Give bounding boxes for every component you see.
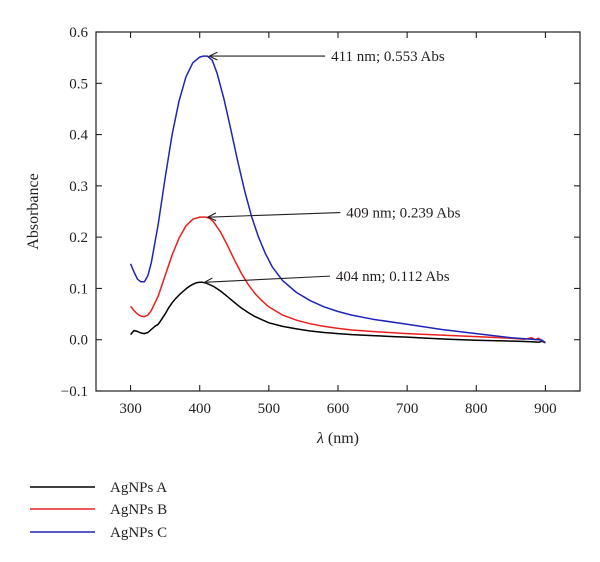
ticks-layer: 300 400 500 600 700 800 900 −0.1 0.0 0.1 0.2 0.3 0.4… — [61, 25, 580, 417]
y-tick-label: 0.3 — [69, 179, 88, 195]
x-tick-label: 500 — [258, 401, 281, 417]
plot-frame — [95, 31, 581, 392]
annotation-label: 404 nm; 0.112 Abs — [336, 269, 450, 285]
y-tick-label: 0.4 — [69, 128, 88, 144]
x-axis-label: λ (nm) — [316, 430, 359, 447]
series-line-agnps-c — [129, 55, 546, 344]
y-tick-label: 0.6 — [69, 25, 88, 41]
series-line-agnps-a — [130, 281, 546, 344]
annotations-layer: 411 nm; 0.553 Abs 409 nm; 0.239 Abs 404 nm… — [203, 49, 461, 287]
y-tick-label: 0.0 — [69, 333, 88, 349]
annotation-arrowhead — [206, 212, 217, 222]
y-tick-label: −0.1 — [61, 384, 88, 400]
annotation-arrow — [207, 211, 341, 218]
annotation-arrow — [204, 275, 330, 283]
x-tick-label: 600 — [327, 401, 350, 417]
series-layer — [129, 55, 546, 344]
legend-label-a: AgNPs A — [110, 480, 167, 496]
legend-item-a: AgNPs A — [30, 480, 167, 496]
y-tick-label: 0.1 — [69, 281, 88, 297]
annotation-label: 411 nm; 0.553 Abs — [331, 49, 445, 65]
annotation-arrowhead — [208, 51, 218, 61]
y-axis-label: Absorbance — [25, 173, 42, 249]
legend-label-c: AgNPs C — [110, 525, 167, 541]
x-tick-label: 900 — [534, 401, 557, 417]
legend-item-b: AgNPs B — [30, 502, 167, 518]
series-line-agnps-b — [130, 216, 546, 343]
x-tick-label: 700 — [396, 401, 419, 417]
x-tick-label: 800 — [465, 401, 488, 417]
x-axis-symbol: λ — [316, 430, 324, 447]
legend: AgNPs A AgNPs B AgNPs C — [30, 480, 167, 541]
annotation-label: 409 nm; 0.239 Abs — [346, 206, 460, 222]
annotation-arrowhead — [203, 277, 214, 287]
y-tick-label: 0.2 — [69, 230, 88, 246]
x-axis-unit: (nm) — [324, 430, 359, 447]
x-tick-label: 400 — [188, 401, 211, 417]
x-tick-label: 300 — [119, 401, 142, 417]
legend-item-c: AgNPs C — [30, 525, 167, 541]
y-tick-label: 0.5 — [69, 76, 88, 92]
legend-label-b: AgNPs B — [110, 502, 167, 518]
